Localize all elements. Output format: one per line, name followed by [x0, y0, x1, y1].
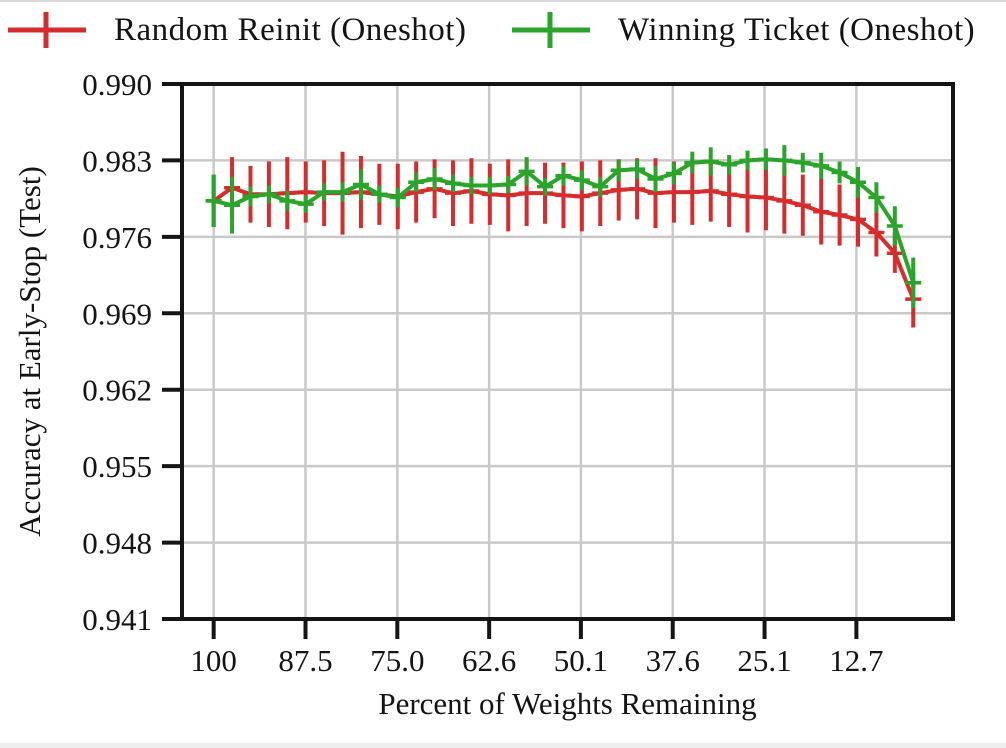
legend-label-winning-ticket: Winning Ticket (Oneshot) [618, 12, 976, 48]
y-tick-label: 0.955 [82, 449, 152, 484]
y-tick-label: 0.990 [82, 67, 152, 102]
x-tick-label: 12.7 [829, 643, 883, 678]
y-tick-label: 0.983 [82, 143, 152, 178]
x-tick-label: 75.0 [370, 643, 424, 678]
errorbar-marker-red-icon [8, 12, 86, 48]
legend-item-winning-ticket: Winning Ticket (Oneshot) [510, 8, 975, 52]
y-tick-label: 0.976 [82, 220, 152, 255]
y-tick-label: 0.969 [82, 296, 152, 331]
x-tick-label: 62.6 [462, 643, 516, 678]
x-tick-label: 37.6 [646, 643, 700, 678]
x-axis-title: Percent of Weights Remaining [378, 686, 756, 721]
errorbar-marker-green-icon [512, 12, 590, 48]
x-tick-label: 87.5 [278, 643, 332, 678]
x-tick-label: 100 [190, 643, 237, 678]
legend-label-random-reinit: Random Reinit (Oneshot) [114, 12, 467, 48]
y-tick-label: 0.962 [82, 373, 152, 408]
x-tick-label: 50.1 [554, 643, 608, 678]
legend-item-random-reinit: Random Reinit (Oneshot) [6, 8, 466, 52]
plot-border [180, 82, 955, 621]
y-tick-label: 0.941 [82, 602, 152, 637]
series-line-1 [213, 157, 916, 284]
y-axis-title: Accuracy at Early-Stop (Test) [12, 166, 47, 537]
x-tick-label: 25.1 [737, 643, 791, 678]
y-tick-label: 0.948 [82, 526, 152, 561]
legend: Random Reinit (Oneshot) Winning Ticket (… [0, 2, 1006, 64]
